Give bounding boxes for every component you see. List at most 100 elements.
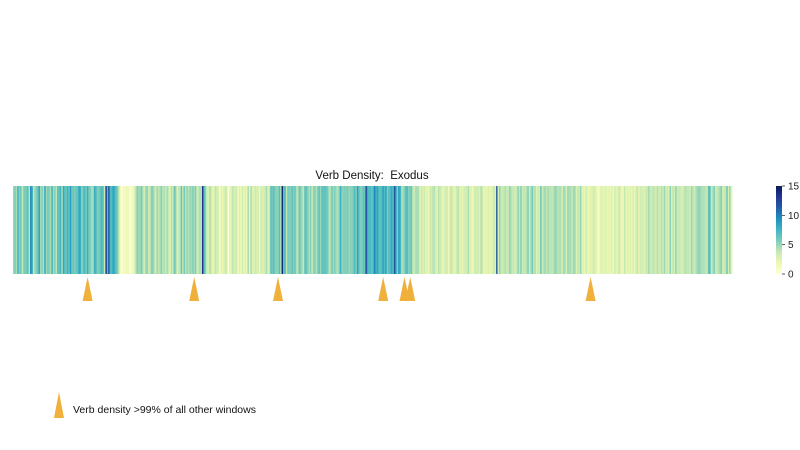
density-cell [352, 186, 355, 274]
density-cell [587, 186, 589, 274]
density-cell [196, 186, 199, 274]
density-cell [517, 186, 520, 274]
density-cell [544, 186, 547, 274]
density-cell [102, 186, 105, 274]
density-cell [565, 186, 568, 274]
density-cell [419, 186, 422, 274]
density-cell [652, 186, 655, 274]
density-cell [462, 186, 464, 274]
density-cell [368, 186, 371, 274]
density-cell [435, 186, 437, 274]
density-cell [129, 186, 132, 274]
density-cell [28, 186, 31, 274]
density-cell [481, 186, 484, 274]
density-cell [210, 186, 213, 274]
density-cell [470, 186, 473, 274]
density-cell [270, 186, 273, 274]
density-cell [525, 186, 528, 274]
density-cell [21, 186, 24, 274]
density-cell [382, 186, 385, 274]
density-cell [612, 186, 615, 274]
density-cell [332, 186, 335, 274]
density-cell [307, 186, 309, 274]
density-cell [365, 186, 368, 274]
density-cell [415, 186, 417, 274]
density-cell [355, 186, 358, 274]
density-cell [253, 186, 255, 274]
density-cell [538, 186, 541, 274]
density-cell [628, 186, 631, 274]
density-cell [91, 186, 93, 274]
density-cell [101, 186, 103, 274]
density-cell [152, 186, 155, 274]
density-cell [473, 186, 476, 274]
density-cell [57, 186, 59, 274]
density-cell [454, 186, 457, 274]
density-cell [228, 186, 231, 274]
density-cell [162, 186, 165, 274]
density-cell [118, 186, 120, 274]
density-cell [642, 186, 645, 274]
density-cell [423, 186, 426, 274]
density-cell [271, 186, 274, 274]
density-cell [443, 186, 446, 274]
density-cell [325, 186, 328, 274]
density-cell [437, 186, 440, 274]
density-cell [336, 186, 339, 274]
density-cell [311, 186, 314, 274]
density-cell [554, 186, 557, 274]
density-cell [346, 186, 349, 274]
density-cell [135, 186, 138, 274]
density-cell [74, 186, 76, 274]
density-cell [149, 186, 152, 274]
density-cell [184, 186, 187, 274]
density-cell [730, 186, 733, 274]
density-cell [173, 186, 176, 274]
density-cell [72, 186, 75, 274]
density-cell [68, 186, 71, 274]
density-cell [562, 186, 565, 274]
density-cell [163, 186, 166, 274]
colorbar-tick-label: 15 [788, 182, 800, 193]
density-cell [724, 186, 727, 274]
density-cell [601, 186, 604, 274]
density-cell [69, 186, 72, 274]
density-cell [511, 186, 514, 274]
density-cell [723, 186, 726, 274]
density-cell [324, 186, 327, 274]
density-cell [78, 186, 81, 274]
density-cell [497, 186, 500, 274]
density-cell [187, 186, 190, 274]
density-cell [679, 186, 682, 274]
density-cell [89, 186, 92, 274]
density-cell [695, 186, 697, 274]
density-cell [301, 186, 304, 274]
density-cell [710, 186, 713, 274]
density-cell [25, 186, 28, 274]
colorbar-tick-label: 5 [788, 240, 794, 251]
density-cell [385, 186, 388, 274]
density-cell [678, 186, 680, 274]
density-cell [490, 186, 493, 274]
density-cell [584, 186, 587, 274]
density-cell [295, 186, 298, 274]
density-cell [274, 186, 277, 274]
density-cell [408, 186, 410, 274]
density-cell [331, 186, 334, 274]
density-cell [524, 186, 527, 274]
density-cell [186, 186, 189, 274]
density-cell [145, 186, 147, 274]
density-cell [537, 186, 540, 274]
density-cell [227, 186, 230, 274]
density-cell [719, 186, 722, 274]
density-cell [116, 186, 119, 274]
density-cell [146, 186, 149, 274]
density-cell [588, 186, 591, 274]
density-cell [467, 186, 470, 274]
density-cell [395, 186, 398, 274]
density-cell [689, 186, 692, 274]
density-cell [214, 186, 217, 274]
density-cell [479, 186, 481, 274]
density-cell [361, 186, 363, 274]
density-cell [318, 186, 321, 274]
